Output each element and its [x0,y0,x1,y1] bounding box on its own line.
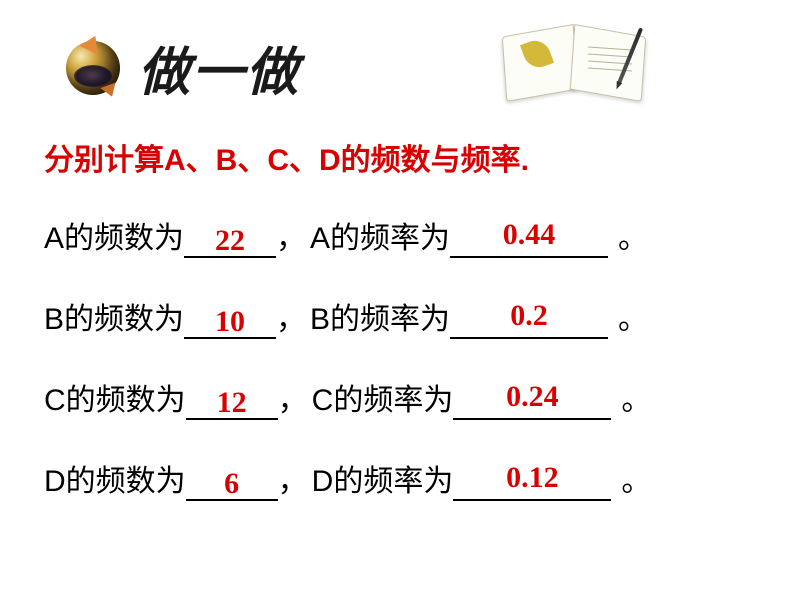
label-c2: C [312,384,334,418]
answer-rate-a: 0.44 [503,218,556,251]
page-title: 做一做 [138,30,300,105]
period: 。 [618,213,648,257]
rate-prefix: 的频率为 [333,375,453,419]
blank-count-d: 6 [186,465,278,501]
period: 。 [621,375,651,419]
count-prefix: 的频数为 [64,213,184,257]
answer-rate-c: 0.24 [506,380,559,413]
comma: ， [276,213,306,257]
count-prefix: 的频数为 [66,375,186,419]
label-d: D [44,465,66,499]
answer-rate-d: 0.12 [506,461,559,494]
label-b2: B [310,303,330,337]
blank-count-a: 22 [184,222,276,258]
notebook-icon [494,18,654,110]
count-prefix: 的频数为 [66,456,186,500]
label-c: C [44,384,66,418]
comma: ， [278,456,308,500]
label-b: B [44,303,64,337]
answer-count-a: 22 [215,224,245,257]
line-b: B 的频数为 10 ， B 的频率为 0.2 。 [44,294,758,339]
blank-count-c: 12 [186,384,278,420]
comma: ， [276,294,306,338]
blank-rate-b: 0.2 [450,303,608,339]
comma: ， [278,375,308,419]
rate-prefix: 的频率为 [330,213,450,257]
label-d2: D [312,465,334,499]
rate-prefix: 的频率为 [330,294,450,338]
slide: 做一做 分别计算A、B、C、D的频数与频率. A 的频数为 22 ， A 的频率… [0,0,794,596]
answer-rate-b: 0.2 [510,299,548,332]
blank-count-b: 10 [184,303,276,339]
blank-rate-d: 0.12 [453,465,611,501]
instruction-text: 分别计算A、B、C、D的频数与频率. [44,135,758,179]
blank-rate-a: 0.44 [450,222,608,258]
globe-icon [62,37,124,99]
label-a: A [44,222,64,256]
body-lines: A 的频数为 22 ， A 的频率为 0.44 。 B 的频数为 10 ， B … [44,213,758,501]
period: 。 [621,456,651,500]
line-d: D 的频数为 6 ， D 的频率为 0.12 。 [44,456,758,501]
answer-count-c: 12 [217,386,247,419]
rate-prefix: 的频率为 [333,456,453,500]
blank-rate-c: 0.24 [453,384,611,420]
label-a2: A [310,222,330,256]
answer-count-b: 10 [215,305,245,338]
line-c: C 的频数为 12 ， C 的频率为 0.24 。 [44,375,758,420]
count-prefix: 的频数为 [64,294,184,338]
line-a: A 的频数为 22 ， A 的频率为 0.44 。 [44,213,758,258]
period: 。 [618,294,648,338]
answer-count-d: 6 [224,467,239,500]
